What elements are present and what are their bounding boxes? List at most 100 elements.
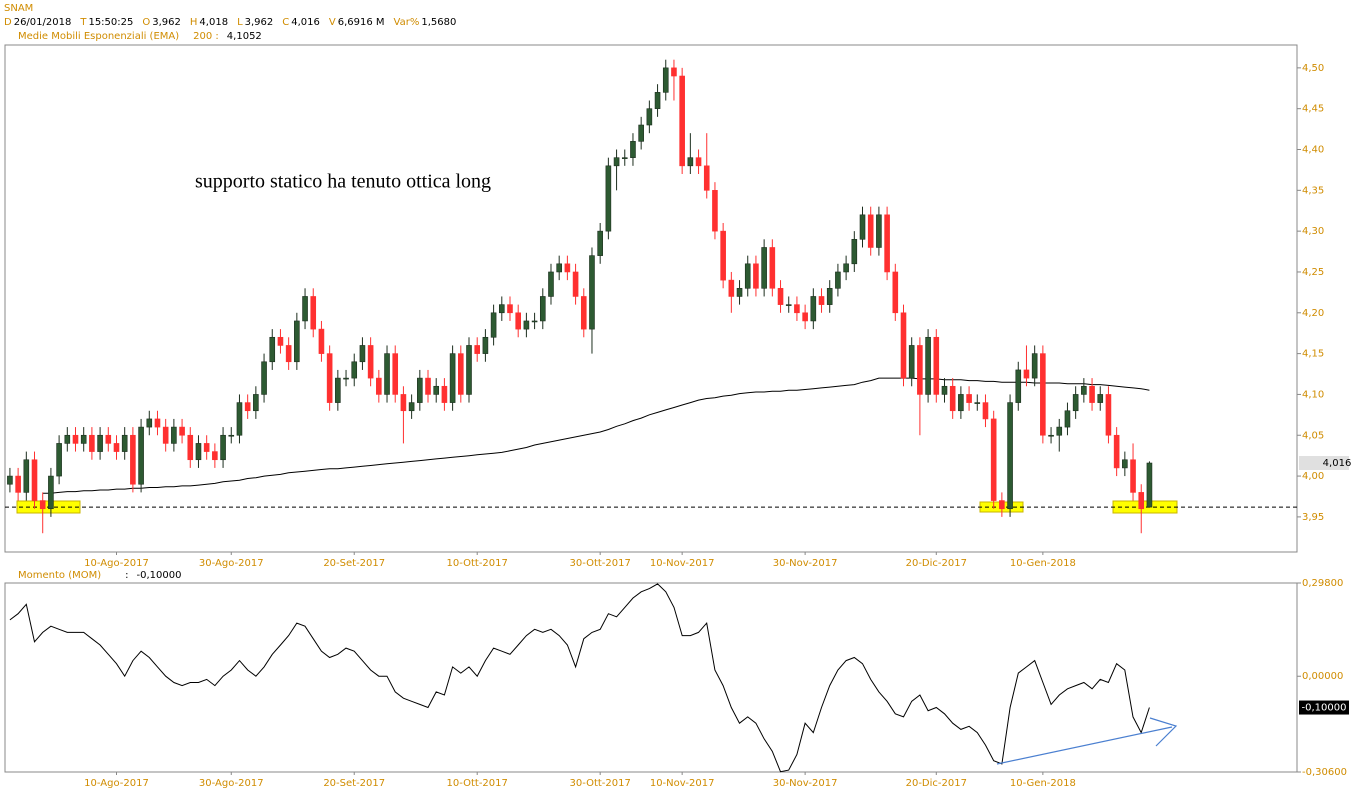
candle-body bbox=[925, 336, 931, 395]
y-tick-label: 4,25 bbox=[1302, 267, 1324, 278]
x-tick-label: 20-Set-2017 bbox=[323, 778, 385, 789]
candle-body bbox=[400, 394, 407, 412]
x-tick-label: 30-Ago-2017 bbox=[199, 558, 264, 569]
quote-value: 4,018 bbox=[199, 17, 228, 28]
candle-body bbox=[1105, 394, 1112, 436]
symbol-title: SNAM bbox=[4, 3, 33, 14]
candle-body bbox=[703, 165, 710, 191]
candle-body bbox=[433, 385, 440, 395]
y-tick-label: 4,05 bbox=[1302, 430, 1324, 441]
candle-body bbox=[990, 418, 997, 501]
candle-body bbox=[1048, 434, 1054, 437]
candle-body bbox=[1040, 353, 1046, 436]
candle-body bbox=[384, 353, 390, 395]
y-tick-label: 0,00000 bbox=[1302, 671, 1343, 682]
candle-body bbox=[367, 345, 374, 379]
ema-value: 4,1052 bbox=[227, 31, 262, 42]
y-tick-label: -0,30600 bbox=[1302, 767, 1347, 778]
quote-key: L bbox=[237, 17, 243, 28]
candle-body bbox=[810, 296, 817, 322]
price-tag-box bbox=[1299, 456, 1349, 471]
x-tick-label: 20-Set-2017 bbox=[323, 558, 385, 569]
quote-value: 26/01/2018 bbox=[14, 17, 72, 28]
quote-key: C bbox=[282, 17, 289, 28]
candle-body bbox=[146, 418, 153, 428]
candle-body bbox=[162, 426, 169, 444]
candle-body bbox=[572, 271, 579, 297]
candle-body bbox=[687, 157, 694, 167]
x-tick-label: 30-Ott-2017 bbox=[569, 558, 630, 569]
candle-body bbox=[48, 475, 54, 510]
mom-tag-box bbox=[1299, 700, 1349, 715]
quote-value: 1,5680 bbox=[421, 17, 456, 28]
candle-body bbox=[171, 426, 177, 444]
price-panel bbox=[4, 44, 1298, 553]
annotation: supporto statico ha tenuto ottica long bbox=[195, 171, 491, 193]
candle-body bbox=[15, 475, 21, 493]
candle-body bbox=[7, 475, 13, 485]
candle-body bbox=[343, 377, 349, 380]
candle-body bbox=[228, 434, 235, 437]
candle-body bbox=[351, 361, 358, 379]
candle-body bbox=[1007, 402, 1013, 510]
candle-body bbox=[736, 287, 743, 297]
momentum-panel bbox=[4, 582, 1298, 773]
price-tag: 4,016 bbox=[1323, 458, 1352, 469]
ema-header: Medie Mobili Esponenziali (EMA) 200 : 4,10… bbox=[18, 31, 262, 42]
candle-body bbox=[867, 214, 874, 248]
candle-body bbox=[589, 255, 595, 330]
candle-body bbox=[1130, 459, 1136, 493]
quote-key: Var% bbox=[394, 17, 420, 28]
candle-body bbox=[556, 263, 562, 273]
candle-body bbox=[835, 271, 841, 289]
candle-body bbox=[515, 312, 521, 330]
x-tick-label: 10-Nov-2017 bbox=[650, 778, 715, 789]
candle-body bbox=[605, 165, 612, 232]
candle-body bbox=[1015, 369, 1022, 403]
candle-body bbox=[482, 336, 489, 354]
candle-body bbox=[220, 434, 226, 461]
candle-body bbox=[187, 434, 194, 461]
candle-body bbox=[458, 353, 464, 395]
candle-body bbox=[1064, 410, 1071, 428]
ema-line bbox=[42, 377, 1150, 494]
candle-body bbox=[630, 141, 636, 158]
quote-value: 3,962 bbox=[245, 17, 274, 28]
candle-body bbox=[654, 92, 661, 109]
arrow-head bbox=[1149, 717, 1178, 747]
candle-body bbox=[966, 394, 972, 403]
candle-body bbox=[23, 459, 30, 493]
candle-body bbox=[39, 500, 46, 510]
candle-body bbox=[1138, 492, 1145, 510]
y-tick-label: 4,30 bbox=[1302, 226, 1324, 237]
quote-key: H bbox=[190, 17, 198, 28]
candle-body bbox=[56, 443, 62, 477]
candle-body bbox=[818, 296, 825, 305]
candle-body bbox=[310, 296, 317, 330]
candle-body bbox=[646, 108, 653, 126]
x-tick-label: 30-Nov-2017 bbox=[773, 778, 838, 789]
mom-prefix: : bbox=[125, 570, 128, 581]
candle-body bbox=[1097, 394, 1104, 403]
candle-body bbox=[671, 67, 677, 77]
quote-value: 15:50:25 bbox=[88, 17, 133, 28]
x-tick-label: 10-Ott-2017 bbox=[447, 558, 508, 569]
x-tick-label: 10-Gen-2018 bbox=[1010, 778, 1076, 789]
candle-body bbox=[498, 304, 505, 314]
candle-body bbox=[138, 426, 144, 485]
candle-body bbox=[269, 336, 276, 363]
quote-value: 3,962 bbox=[152, 17, 181, 28]
quote-value: 6,6916 M bbox=[338, 17, 385, 28]
y-tick-label: 4,35 bbox=[1302, 185, 1324, 196]
candle-body bbox=[851, 239, 858, 265]
candle-body bbox=[277, 336, 284, 346]
candle-body bbox=[72, 434, 79, 444]
candle-body bbox=[826, 287, 833, 305]
candle-body bbox=[999, 500, 1005, 510]
candle-body bbox=[638, 124, 644, 142]
mom-tag: -0,10000 bbox=[1302, 703, 1347, 714]
candle-body bbox=[621, 157, 628, 159]
candle-body bbox=[958, 394, 964, 412]
candle-body bbox=[441, 385, 448, 403]
